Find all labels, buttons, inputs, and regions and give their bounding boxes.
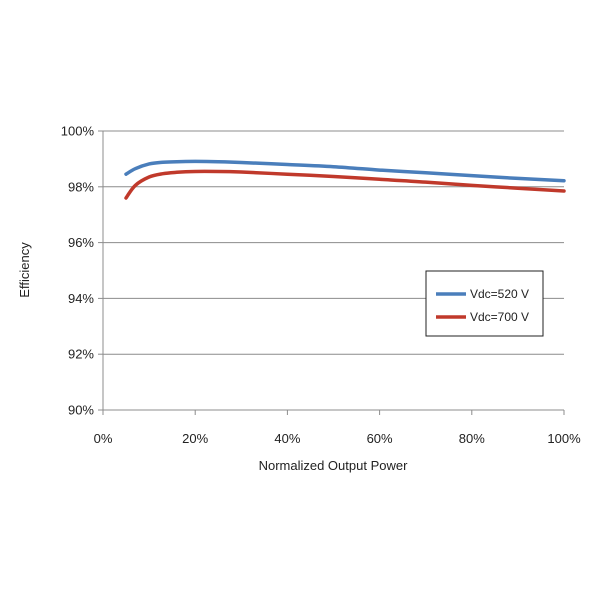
series-line-1: [124, 159, 566, 183]
x-tick-label: 80%: [459, 431, 485, 446]
axes: [98, 130, 565, 415]
tick-labels: 90% 92% 94% 96% 98% 100% 0% 20% 40% 60% 80% 100%: [61, 124, 581, 447]
series-line-2: [124, 169, 566, 200]
x-tick-label: 40%: [274, 431, 300, 446]
legend-box: [425, 270, 544, 337]
grid-lines: [103, 130, 564, 411]
y-tick-label: 94%: [68, 291, 94, 306]
legend-label-1: Vdc=520 V: [470, 287, 529, 301]
series-lines: [124, 159, 566, 200]
x-axis-label: Normalized Output Power: [259, 458, 409, 473]
y-tick-label: 92%: [68, 347, 94, 362]
y-tick-label: 96%: [68, 235, 94, 250]
y-tick-label: 90%: [68, 403, 94, 418]
y-axis-label: Efficiency: [17, 242, 32, 298]
x-tick-label: 100%: [547, 431, 581, 446]
legend: Vdc=520 V Vdc=700 V: [425, 270, 544, 337]
x-tick-label: 0%: [94, 431, 113, 446]
x-tick-label: 20%: [182, 431, 208, 446]
legend-label-2: Vdc=700 V: [470, 310, 529, 324]
y-tick-label: 98%: [68, 179, 94, 194]
y-tick-label: 100%: [61, 124, 95, 139]
x-tick-label: 60%: [367, 431, 393, 446]
